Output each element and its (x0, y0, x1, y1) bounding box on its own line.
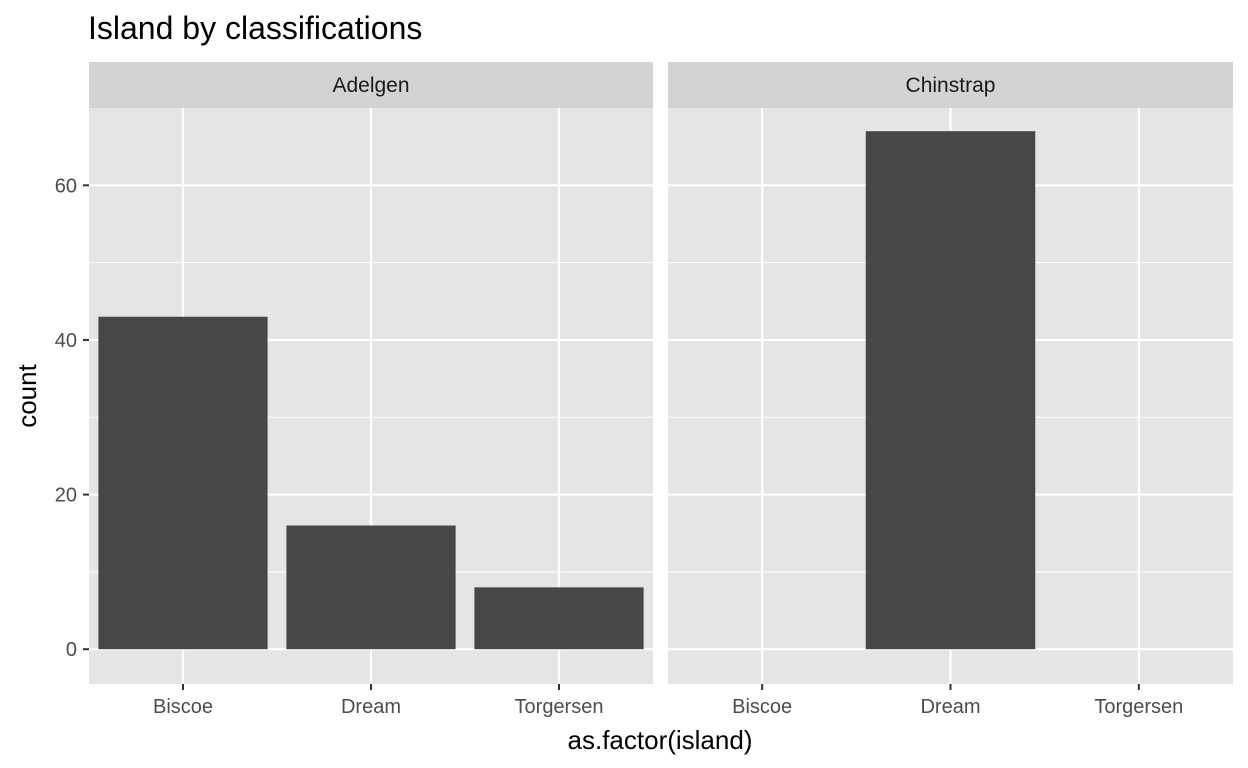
chart-title: Island by classifications (88, 10, 422, 46)
x-tick-label: Torgersen (1094, 696, 1183, 718)
x-tick-label: Biscoe (732, 696, 792, 718)
facet-strip (668, 62, 1233, 108)
facet-panel-adelgen: Adelgen Biscoe Dream Torgersen (89, 62, 653, 718)
y-axis: 0 20 40 60 (55, 175, 89, 661)
bar-adelgen-dream (286, 525, 456, 650)
x-tick-label: Torgersen (515, 696, 604, 718)
bar-adelgen-torgersen (474, 587, 644, 650)
x-tick-label: Biscoe (153, 696, 213, 718)
y-tick-label: 40 (55, 330, 77, 352)
facet-strip (89, 62, 653, 108)
x-tick-label: Dream (920, 696, 980, 718)
facet-strip-label: Chinstrap (906, 74, 996, 97)
y-tick-label: 20 (55, 485, 77, 507)
y-tick-label: 60 (55, 175, 77, 197)
y-tick-label: 0 (66, 639, 77, 661)
facet-panel-chinstrap: Chinstrap Biscoe Dream Torgersen (668, 62, 1233, 718)
bar-adelgen-biscoe (98, 316, 268, 650)
x-axis-title: as.factor(island) (568, 725, 753, 755)
y-axis-title: count (12, 363, 42, 427)
facet-strip-label: Adelgen (332, 74, 409, 97)
x-tick-label: Dream (341, 696, 401, 718)
panels-layer: Adelgen Biscoe Dream Torgersen Chinstrap Bisc… (89, 62, 1233, 718)
bar-chinstrap-dream (865, 131, 1036, 650)
